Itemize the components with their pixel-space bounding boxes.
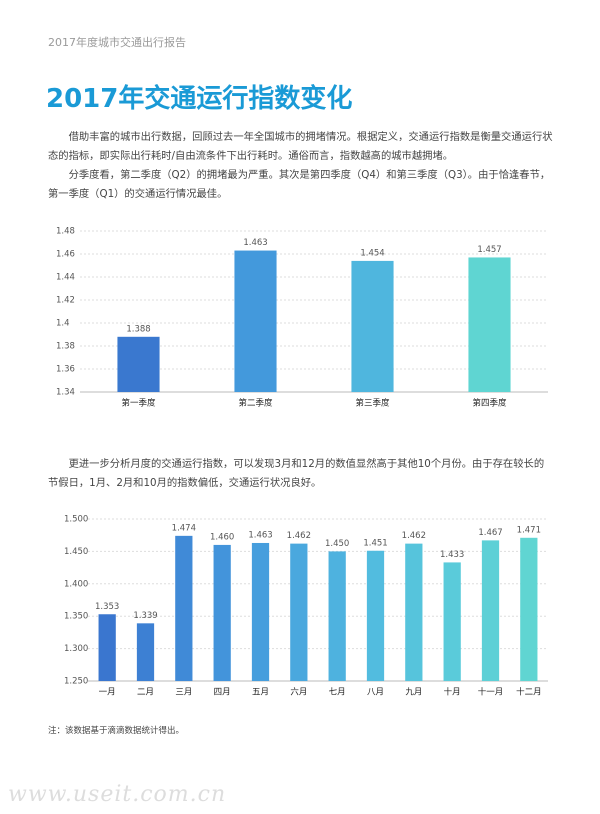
bar xyxy=(136,623,155,681)
data-label: 1.474 xyxy=(172,523,196,533)
x-tick-label: 六月 xyxy=(290,687,307,698)
x-tick-label: 十二月 xyxy=(516,687,542,698)
data-label: 1.463 xyxy=(243,238,267,248)
x-tick-label: 二月 xyxy=(137,688,154,698)
y-tick-label: 1.450 xyxy=(64,547,88,557)
data-label: 1.463 xyxy=(248,530,272,540)
y-tick-label: 1.34 xyxy=(56,388,75,398)
y-tick-label: 1.38 xyxy=(56,342,75,352)
y-tick-label: 1.46 xyxy=(56,250,75,260)
header: 2017年度城市交通出行报告 xyxy=(48,36,186,49)
x-tick-label: 十月 xyxy=(444,687,461,698)
data-label: 1.462 xyxy=(402,531,426,541)
y-tick-label: 1.400 xyxy=(64,579,88,589)
bar xyxy=(468,257,511,392)
bar xyxy=(366,550,385,681)
x-tick-label: 八月 xyxy=(367,688,384,698)
x-tick-label: 三月 xyxy=(175,688,192,698)
y-tick-label: 1.250 xyxy=(64,677,88,687)
data-label: 1.462 xyxy=(287,531,311,541)
y-tick-label: 1.350 xyxy=(64,612,88,622)
bar xyxy=(405,543,423,681)
data-label: 1.353 xyxy=(95,602,119,612)
x-tick-label: 七月 xyxy=(329,688,346,698)
x-tick-label: 五月 xyxy=(252,688,269,698)
data-label: 1.460 xyxy=(210,532,234,542)
note: 注：该数据基于滴滴数据统计得出。 xyxy=(48,726,185,736)
x-tick-label: 一月 xyxy=(99,688,116,698)
bar xyxy=(234,250,277,392)
data-label: 1.388 xyxy=(126,324,150,334)
watermark: www.useit.com.cn xyxy=(8,782,227,807)
paragraph: 分季度看，第二季度（Q2）的拥堵最为严重。其次是第四季度（Q4）和第三季度（Q3… xyxy=(48,169,551,200)
data-label: 1.433 xyxy=(440,550,464,560)
bar xyxy=(175,535,193,681)
title: 2017年交通运行指数变化 xyxy=(46,84,353,114)
data-label: 1.451 xyxy=(363,538,387,548)
paragraph: 更进一步分析月度的交通运行指数，可以发现3月和12月的数值显然高于其他10个月份… xyxy=(48,458,545,489)
data-label: 1.450 xyxy=(325,539,349,549)
data-label: 1.457 xyxy=(477,245,501,255)
bar xyxy=(98,614,116,681)
bar xyxy=(443,562,461,681)
x-tick-label: 九月 xyxy=(405,688,422,698)
bar xyxy=(481,540,500,681)
bar xyxy=(290,543,308,681)
data-label: 1.454 xyxy=(360,248,384,258)
y-tick-label: 1.42 xyxy=(56,296,75,306)
y-tick-label: 1.36 xyxy=(56,365,75,375)
data-label: 1.467 xyxy=(478,528,502,538)
bar xyxy=(351,260,394,392)
y-tick-label: 1.44 xyxy=(56,273,75,283)
data-label: 1.471 xyxy=(517,525,541,535)
y-tick-label: 1.300 xyxy=(64,644,88,654)
x-tick-label: 第四季度 xyxy=(472,398,507,409)
bar xyxy=(520,537,538,681)
x-tick-label: 第二季度 xyxy=(238,398,273,409)
paragraph: 借助丰富的城市出行数据，回顾过去一年全国城市的拥堵情况。根据定义，交通运行指数是… xyxy=(48,131,553,162)
x-tick-label: 四月 xyxy=(214,688,231,698)
data-label: 1.339 xyxy=(133,611,157,621)
x-tick-label: 第三季度 xyxy=(355,398,390,409)
x-tick-label: 第一季度 xyxy=(121,398,156,409)
bar xyxy=(213,544,231,681)
y-tick-label: 1.500 xyxy=(64,515,88,525)
x-tick-label: 十一月 xyxy=(478,687,504,698)
bar xyxy=(117,336,160,392)
y-tick-label: 1.4 xyxy=(56,319,70,329)
bar xyxy=(251,542,270,681)
y-tick-label: 1.48 xyxy=(56,227,75,237)
bar xyxy=(328,551,346,681)
